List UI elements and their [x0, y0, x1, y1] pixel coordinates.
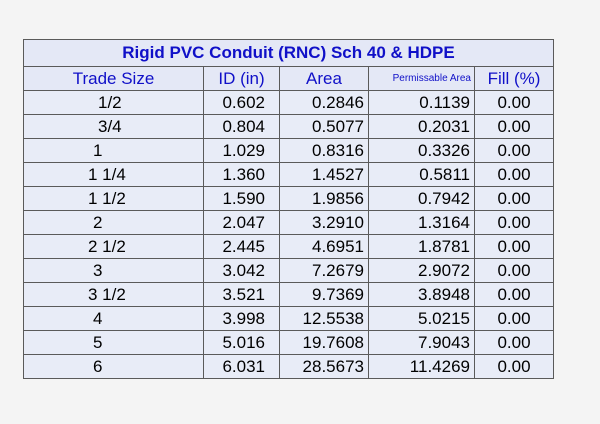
- table-row: 1 1/4 1.360 1.4527 0.5811 0.00: [23, 162, 555, 187]
- cell-area: 19.7608: [279, 330, 369, 355]
- cell-trade-size: 3/4: [23, 114, 204, 139]
- cell-area: 3.2910: [279, 210, 369, 235]
- cell-area: 9.7369: [279, 282, 369, 307]
- cell-fill: 0.00: [473, 114, 555, 139]
- cell-permissable-area: 11.4269: [368, 354, 475, 379]
- cell-permissable-area: 0.3326: [368, 138, 475, 163]
- cell-fill: 0.00: [473, 90, 555, 115]
- table-row: 3 3.042 7.2679 2.9072 0.00: [23, 258, 555, 283]
- header-trade-size: Trade Size: [23, 66, 204, 91]
- cell-id: 5.016: [203, 330, 280, 355]
- header-id: ID (in): [203, 66, 280, 91]
- table-row: 1/2 0.602 0.2846 0.1139 0.00: [23, 90, 555, 115]
- cell-fill: 0.00: [473, 330, 555, 355]
- cell-id: 2.047: [203, 210, 280, 235]
- cell-permissable-area: 3.8948: [368, 282, 475, 307]
- table-title: Rigid PVC Conduit (RNC) Sch 40 & HDPE: [22, 39, 555, 67]
- cell-permissable-area: 0.1139: [368, 90, 475, 115]
- cell-trade-size: 6: [23, 354, 204, 379]
- cell-area: 0.8316: [279, 138, 369, 163]
- cell-trade-size: 3 1/2: [23, 282, 204, 307]
- cell-area: 0.2846: [279, 90, 369, 115]
- cell-fill: 0.00: [473, 282, 555, 307]
- header-fill: Fill (%): [473, 66, 555, 91]
- cell-permissable-area: 5.0215: [368, 306, 475, 331]
- table-row: 2 2.047 3.2910 1.3164 0.00: [23, 210, 555, 235]
- cell-area: 4.6951: [279, 234, 369, 259]
- cell-trade-size: 1/2: [23, 90, 204, 115]
- cell-trade-size: 2 1/2: [23, 234, 204, 259]
- table-row: 6 6.031 28.5673 11.4269 0.00: [23, 354, 555, 379]
- cell-area: 7.2679: [279, 258, 369, 283]
- cell-permissable-area: 2.9072: [368, 258, 475, 283]
- cell-area: 12.5538: [279, 306, 369, 331]
- cell-id: 6.031: [203, 354, 280, 379]
- table-row: 5 5.016 19.7608 7.9043 0.00: [23, 330, 555, 355]
- cell-id: 3.998: [203, 306, 280, 331]
- cell-trade-size: 3: [23, 258, 204, 283]
- cell-trade-size: 1 1/4: [23, 162, 204, 187]
- cell-trade-size: 5: [23, 330, 204, 355]
- cell-fill: 0.00: [473, 258, 555, 283]
- cell-id: 1.590: [203, 186, 280, 211]
- cell-fill: 0.00: [473, 210, 555, 235]
- table-row: 4 3.998 12.5538 5.0215 0.00: [23, 306, 555, 331]
- header-permissable-area: Permissable Area: [368, 66, 475, 91]
- table-row: 3/4 0.804 0.5077 0.2031 0.00: [23, 114, 555, 139]
- cell-area: 0.5077: [279, 114, 369, 139]
- cell-trade-size: 1: [23, 138, 204, 163]
- table-row: 1 1.029 0.8316 0.3326 0.00: [23, 138, 555, 163]
- cell-permissable-area: 1.8781: [368, 234, 475, 259]
- cell-id: 3.521: [203, 282, 280, 307]
- cell-fill: 0.00: [473, 138, 555, 163]
- cell-id: 3.042: [203, 258, 280, 283]
- cell-permissable-area: 0.5811: [368, 162, 475, 187]
- cell-permissable-area: 1.3164: [368, 210, 475, 235]
- cell-permissable-area: 7.9043: [368, 330, 475, 355]
- header-row: Trade Size ID (in) Area Permissable Area…: [23, 66, 555, 91]
- title-row: Rigid PVC Conduit (RNC) Sch 40 & HDPE: [22, 39, 555, 67]
- cell-id: 0.804: [203, 114, 280, 139]
- cell-id: 1.360: [203, 162, 280, 187]
- cell-id: 0.602: [203, 90, 280, 115]
- header-area: Area: [279, 66, 369, 91]
- cell-id: 1.029: [203, 138, 280, 163]
- cell-fill: 0.00: [473, 306, 555, 331]
- conduit-table: Rigid PVC Conduit (RNC) Sch 40 & HDPE Tr…: [22, 39, 555, 379]
- cell-trade-size: 1 1/2: [23, 186, 204, 211]
- cell-id: 2.445: [203, 234, 280, 259]
- cell-trade-size: 4: [23, 306, 204, 331]
- cell-area: 28.5673: [279, 354, 369, 379]
- cell-trade-size: 2: [23, 210, 204, 235]
- table-row: 3 1/2 3.521 9.7369 3.8948 0.00: [23, 282, 555, 307]
- cell-area: 1.4527: [279, 162, 369, 187]
- cell-permissable-area: 0.7942: [368, 186, 475, 211]
- table-row: 2 1/2 2.445 4.6951 1.8781 0.00: [23, 234, 555, 259]
- cell-fill: 0.00: [473, 234, 555, 259]
- cell-permissable-area: 0.2031: [368, 114, 475, 139]
- table-row: 1 1/2 1.590 1.9856 0.7942 0.00: [23, 186, 555, 211]
- cell-fill: 0.00: [473, 354, 555, 379]
- cell-fill: 0.00: [473, 162, 555, 187]
- cell-area: 1.9856: [279, 186, 369, 211]
- cell-fill: 0.00: [473, 186, 555, 211]
